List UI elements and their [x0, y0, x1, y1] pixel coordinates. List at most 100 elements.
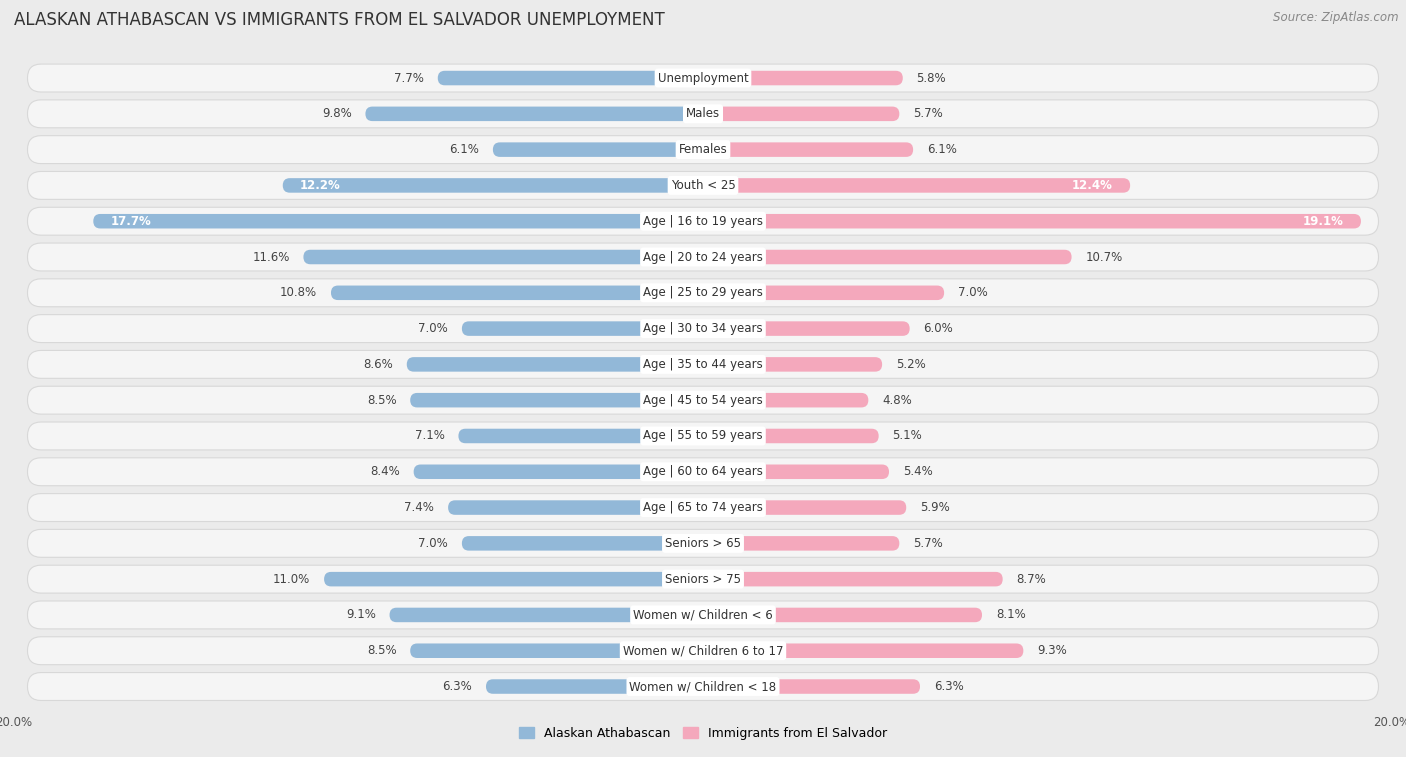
Text: 5.2%: 5.2%: [896, 358, 925, 371]
FancyBboxPatch shape: [330, 285, 703, 300]
Text: Women w/ Children < 18: Women w/ Children < 18: [630, 680, 776, 693]
FancyBboxPatch shape: [28, 207, 1378, 235]
Text: ALASKAN ATHABASCAN VS IMMIGRANTS FROM EL SALVADOR UNEMPLOYMENT: ALASKAN ATHABASCAN VS IMMIGRANTS FROM EL…: [14, 11, 665, 30]
Text: 8.6%: 8.6%: [363, 358, 392, 371]
FancyBboxPatch shape: [28, 315, 1378, 343]
Text: Youth < 25: Youth < 25: [671, 179, 735, 192]
Text: 6.1%: 6.1%: [927, 143, 956, 156]
FancyBboxPatch shape: [703, 107, 710, 121]
FancyBboxPatch shape: [703, 608, 710, 622]
Text: 8.4%: 8.4%: [370, 466, 399, 478]
Text: Women w/ Children 6 to 17: Women w/ Children 6 to 17: [623, 644, 783, 657]
FancyBboxPatch shape: [28, 386, 1378, 414]
FancyBboxPatch shape: [449, 500, 703, 515]
Text: 5.8%: 5.8%: [917, 72, 946, 85]
FancyBboxPatch shape: [703, 285, 945, 300]
FancyBboxPatch shape: [461, 536, 703, 550]
FancyBboxPatch shape: [703, 71, 903, 86]
FancyBboxPatch shape: [696, 71, 703, 86]
FancyBboxPatch shape: [703, 178, 1130, 193]
FancyBboxPatch shape: [703, 465, 889, 479]
FancyBboxPatch shape: [703, 428, 879, 444]
Text: 6.0%: 6.0%: [924, 322, 953, 335]
Text: Age | 25 to 29 years: Age | 25 to 29 years: [643, 286, 763, 299]
Text: 12.4%: 12.4%: [1071, 179, 1114, 192]
FancyBboxPatch shape: [28, 458, 1378, 486]
Text: 5.7%: 5.7%: [912, 537, 943, 550]
FancyBboxPatch shape: [703, 142, 912, 157]
FancyBboxPatch shape: [283, 178, 703, 193]
FancyBboxPatch shape: [28, 136, 1378, 164]
FancyBboxPatch shape: [703, 608, 981, 622]
FancyBboxPatch shape: [703, 643, 1024, 658]
FancyBboxPatch shape: [696, 142, 703, 157]
FancyBboxPatch shape: [703, 214, 710, 229]
Text: 12.2%: 12.2%: [299, 179, 340, 192]
FancyBboxPatch shape: [703, 393, 710, 407]
Text: 7.0%: 7.0%: [957, 286, 987, 299]
FancyBboxPatch shape: [703, 428, 710, 444]
FancyBboxPatch shape: [703, 250, 710, 264]
Text: 11.6%: 11.6%: [252, 251, 290, 263]
FancyBboxPatch shape: [28, 672, 1378, 700]
FancyBboxPatch shape: [696, 465, 703, 479]
FancyBboxPatch shape: [703, 107, 900, 121]
FancyBboxPatch shape: [28, 172, 1378, 199]
FancyBboxPatch shape: [28, 64, 1378, 92]
Text: 5.1%: 5.1%: [893, 429, 922, 443]
FancyBboxPatch shape: [703, 572, 710, 587]
FancyBboxPatch shape: [696, 107, 703, 121]
Text: Age | 60 to 64 years: Age | 60 to 64 years: [643, 466, 763, 478]
FancyBboxPatch shape: [703, 500, 907, 515]
FancyBboxPatch shape: [703, 214, 1361, 229]
Text: 7.7%: 7.7%: [394, 72, 425, 85]
FancyBboxPatch shape: [28, 350, 1378, 378]
FancyBboxPatch shape: [703, 178, 710, 193]
FancyBboxPatch shape: [703, 285, 710, 300]
Text: 7.0%: 7.0%: [419, 322, 449, 335]
FancyBboxPatch shape: [406, 357, 703, 372]
FancyBboxPatch shape: [696, 285, 703, 300]
FancyBboxPatch shape: [703, 321, 710, 336]
FancyBboxPatch shape: [28, 637, 1378, 665]
Text: Women w/ Children < 6: Women w/ Children < 6: [633, 609, 773, 621]
Text: 10.8%: 10.8%: [280, 286, 318, 299]
Text: Seniors > 75: Seniors > 75: [665, 572, 741, 586]
FancyBboxPatch shape: [458, 428, 703, 444]
Text: Age | 45 to 54 years: Age | 45 to 54 years: [643, 394, 763, 407]
Text: 19.1%: 19.1%: [1303, 215, 1344, 228]
Text: Source: ZipAtlas.com: Source: ZipAtlas.com: [1274, 11, 1399, 24]
FancyBboxPatch shape: [703, 393, 869, 407]
FancyBboxPatch shape: [696, 428, 703, 444]
FancyBboxPatch shape: [28, 422, 1378, 450]
Text: Females: Females: [679, 143, 727, 156]
Text: 11.0%: 11.0%: [273, 572, 311, 586]
Text: 5.4%: 5.4%: [903, 466, 932, 478]
FancyBboxPatch shape: [696, 679, 703, 693]
Text: Unemployment: Unemployment: [658, 72, 748, 85]
Text: Age | 65 to 74 years: Age | 65 to 74 years: [643, 501, 763, 514]
FancyBboxPatch shape: [696, 393, 703, 407]
FancyBboxPatch shape: [703, 71, 710, 86]
FancyBboxPatch shape: [389, 608, 703, 622]
FancyBboxPatch shape: [696, 608, 703, 622]
Text: 4.8%: 4.8%: [882, 394, 912, 407]
Text: Age | 20 to 24 years: Age | 20 to 24 years: [643, 251, 763, 263]
FancyBboxPatch shape: [703, 357, 882, 372]
Text: 7.0%: 7.0%: [419, 537, 449, 550]
FancyBboxPatch shape: [703, 679, 710, 693]
Text: 6.3%: 6.3%: [443, 680, 472, 693]
Text: 10.7%: 10.7%: [1085, 251, 1122, 263]
Text: 9.3%: 9.3%: [1038, 644, 1067, 657]
FancyBboxPatch shape: [323, 572, 703, 587]
FancyBboxPatch shape: [703, 142, 710, 157]
FancyBboxPatch shape: [696, 536, 703, 550]
FancyBboxPatch shape: [703, 500, 710, 515]
FancyBboxPatch shape: [28, 565, 1378, 593]
FancyBboxPatch shape: [28, 100, 1378, 128]
FancyBboxPatch shape: [304, 250, 703, 264]
FancyBboxPatch shape: [696, 178, 703, 193]
FancyBboxPatch shape: [28, 601, 1378, 629]
FancyBboxPatch shape: [696, 572, 703, 587]
Text: Seniors > 65: Seniors > 65: [665, 537, 741, 550]
